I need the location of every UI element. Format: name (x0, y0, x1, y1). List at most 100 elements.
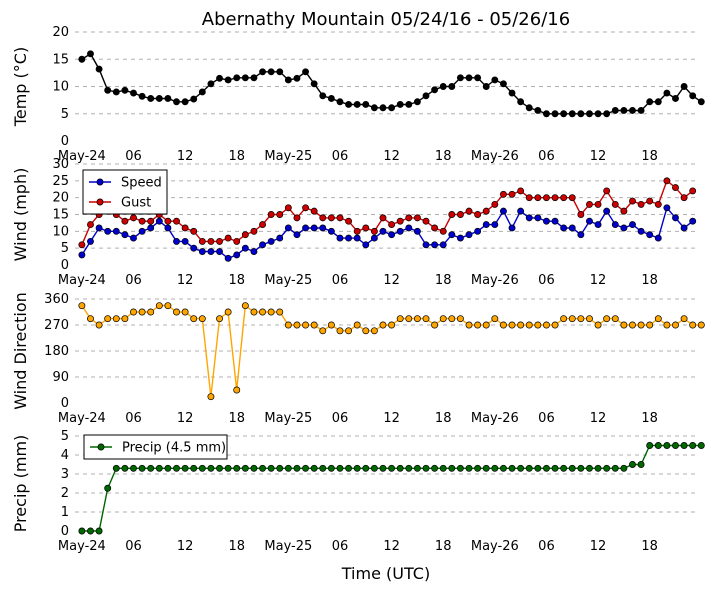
data-point-speed (379, 227, 387, 235)
x-tick-label: May-25 (264, 411, 312, 426)
data-point-precip (87, 527, 94, 535)
data-point-gust (396, 217, 404, 225)
data-point-direction (697, 321, 705, 329)
data-point-speed (276, 234, 284, 242)
data-point-temp (276, 68, 284, 76)
data-point-precip (456, 464, 464, 472)
data-point-speed (654, 234, 662, 242)
data-point-precip (499, 464, 507, 472)
x-tick-label: May-24 (58, 149, 106, 164)
data-point-precip (680, 442, 688, 449)
data-point-precip (620, 464, 628, 472)
data-point-gust (405, 214, 413, 222)
data-point-temp (456, 74, 464, 82)
y-tick-label: 5 (61, 429, 69, 444)
data-point-direction (431, 321, 439, 329)
data-point-speed (689, 217, 697, 225)
data-point-gust (611, 200, 619, 208)
data-point-temp (216, 74, 223, 82)
data-point-speed (310, 224, 318, 232)
data-point-temp (112, 88, 120, 96)
y-tick-label: 180 (44, 344, 69, 359)
y-tick-label: 2 (61, 486, 69, 501)
data-point-gust (121, 217, 129, 225)
data-point-precip (345, 464, 353, 472)
x-tick-label: 06 (125, 411, 142, 426)
data-point-speed (319, 224, 327, 232)
data-point-precip (327, 464, 335, 472)
y-axis-label: Temp (°C) (11, 47, 30, 127)
data-point-temp (250, 74, 258, 82)
data-point-precip (112, 464, 120, 472)
data-point-gust (663, 177, 671, 185)
x-tick-label: 06 (332, 411, 349, 426)
data-point-gust (198, 237, 206, 245)
data-point-direction (603, 315, 611, 323)
series-line-gust (81, 179, 694, 246)
data-point-gust (345, 217, 353, 225)
data-point-gust (224, 234, 232, 242)
data-point-precip (198, 464, 206, 472)
data-point-precip (405, 464, 413, 472)
data-point-temp (302, 68, 310, 76)
data-point-precip (568, 464, 576, 472)
data-point-temp (181, 98, 189, 106)
data-point-speed (525, 214, 533, 222)
data-point-temp (336, 98, 344, 106)
data-point-speed (259, 241, 266, 249)
data-point-precip (241, 464, 249, 472)
data-point-precip (697, 442, 705, 449)
data-point-temp (345, 101, 353, 108)
data-point-gust (448, 211, 456, 218)
x-tick-label: 06 (332, 273, 349, 288)
data-point-temp (78, 55, 86, 63)
data-point-speed (517, 207, 525, 215)
data-point-precip (95, 527, 103, 535)
data-point-gust (147, 217, 155, 225)
data-point-direction (138, 308, 146, 316)
data-point-direction (155, 302, 163, 310)
data-point-speed (629, 221, 636, 229)
data-point-direction (112, 315, 120, 323)
y-tick-label: 15 (52, 52, 69, 67)
y-tick-label: 25 (52, 174, 69, 189)
data-point-direction (181, 308, 189, 316)
data-point-speed (413, 227, 421, 235)
data-point-temp (508, 89, 516, 97)
x-tick-label: 12 (177, 149, 194, 164)
data-point-direction (284, 321, 292, 329)
data-point-temp (310, 80, 318, 88)
data-point-precip (542, 464, 550, 472)
data-point-speed (568, 224, 576, 232)
data-point-precip (310, 464, 318, 472)
x-tick-label: 06 (538, 273, 555, 288)
data-point-direction (276, 308, 284, 316)
data-point-gust (336, 214, 344, 222)
data-point-direction (542, 321, 550, 329)
data-point-direction (207, 393, 215, 401)
data-point-precip (413, 464, 421, 472)
data-point-temp (663, 89, 671, 97)
data-point-speed (396, 227, 404, 235)
x-tick-label: 18 (228, 539, 245, 554)
data-point-direction (646, 321, 654, 329)
data-point-precip (293, 464, 301, 472)
data-point-speed (353, 234, 361, 242)
data-point-speed (586, 217, 593, 225)
data-point-temp (620, 107, 628, 114)
data-point-direction (439, 315, 447, 323)
legend-label: Precip (4.5 mm) (122, 441, 226, 456)
data-point-gust (250, 227, 258, 235)
x-axis-label: Time (UTC) (341, 564, 430, 583)
y-tick-label: 360 (44, 292, 69, 307)
data-point-speed (439, 241, 447, 249)
data-point-gust (267, 211, 275, 218)
x-tick-label: May-25 (264, 273, 312, 288)
data-point-temp (672, 95, 679, 102)
data-point-precip (594, 464, 602, 472)
data-point-direction (241, 302, 249, 310)
data-point-direction (267, 308, 275, 316)
x-tick-label: 18 (435, 273, 452, 288)
